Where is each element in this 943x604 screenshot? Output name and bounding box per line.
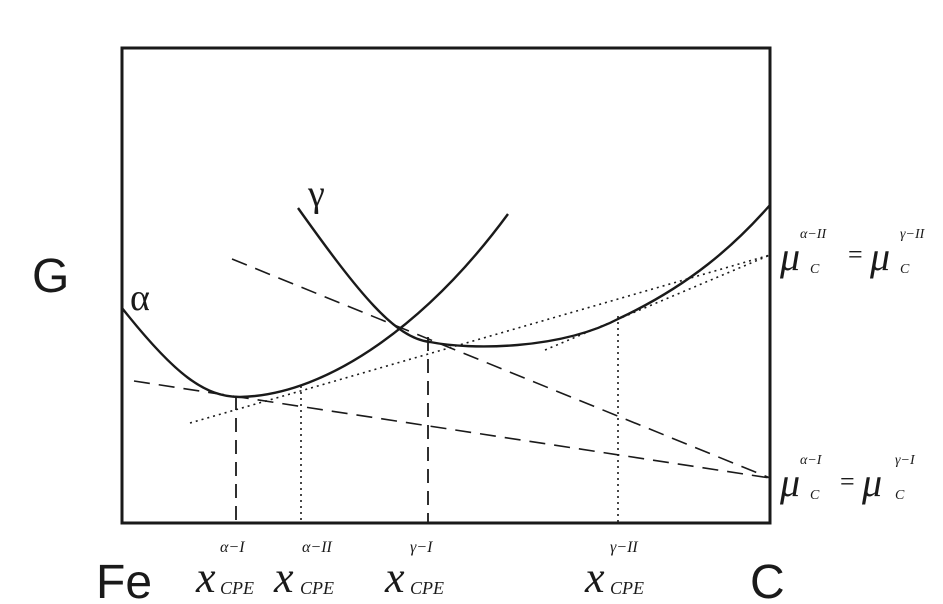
mu-top-equals: = — [848, 240, 863, 269]
mu-bottom-right-sup: γ−I — [895, 453, 916, 468]
x-marker-sub: CPE — [410, 578, 444, 598]
x-marker-sup: α−I — [220, 539, 245, 556]
mu-bottom-right-sub: C — [895, 488, 905, 503]
gamma-curve-label: γ — [307, 173, 325, 215]
c-label: C — [750, 556, 785, 604]
mu-top-left-sub: C — [810, 262, 820, 277]
alpha-curve-label: α — [130, 277, 150, 319]
mu-bottom-right-base: μ — [861, 460, 882, 505]
x-marker-base: x — [384, 553, 405, 602]
mu-bottom-left-sup: α−I — [800, 453, 823, 468]
gamma-curve — [297, 204, 771, 348]
x-marker-sup: α−II — [302, 539, 333, 556]
x-marker-gamma-ii: x γ−II CPE — [584, 539, 644, 602]
alpha-curve — [121, 213, 509, 399]
mu-bottom-equals: = — [840, 467, 855, 496]
x-marker-sup: γ−I — [410, 539, 433, 556]
x-marker-base: x — [584, 553, 605, 602]
x-marker-sup: γ−II — [610, 539, 638, 556]
plot-frame — [120, 46, 772, 525]
fe-label: Fe — [96, 556, 152, 604]
mu-bottom-equation: μ α−I C = μ γ−I C — [779, 453, 916, 505]
mu-top-left-base: μ — [779, 234, 800, 279]
x-marker-alpha-i: x α−I CPE — [195, 539, 254, 602]
mu-bottom-left-base: μ — [779, 460, 800, 505]
x-marker-base: x — [273, 553, 294, 602]
x-marker-sub: CPE — [300, 578, 334, 598]
tangent-line-gamma-ii — [544, 254, 771, 351]
mu-bottom-left-sub: C — [810, 488, 820, 503]
mu-top-right-base: μ — [869, 234, 890, 279]
mu-top-equation: μ α−II C = μ γ−II C — [779, 227, 926, 279]
tangent-line-alpha-gamma-i — [133, 380, 771, 479]
x-marker-sub: CPE — [220, 578, 254, 598]
tangent-line-alpha-gamma-ii — [189, 254, 771, 424]
g-axis-label: G — [32, 250, 69, 303]
mu-top-right-sup: γ−II — [900, 227, 926, 242]
x-marker-alpha-ii: x α−II CPE — [273, 539, 334, 602]
mu-top-right-sub: C — [900, 262, 910, 277]
tangent-line-gamma-i — [231, 258, 771, 479]
mu-top-left-sup: α−II — [800, 227, 827, 242]
x-marker-gamma-i: x γ−I CPE — [384, 539, 444, 602]
x-marker-base: x — [195, 553, 216, 602]
x-marker-sub: CPE — [610, 578, 644, 598]
